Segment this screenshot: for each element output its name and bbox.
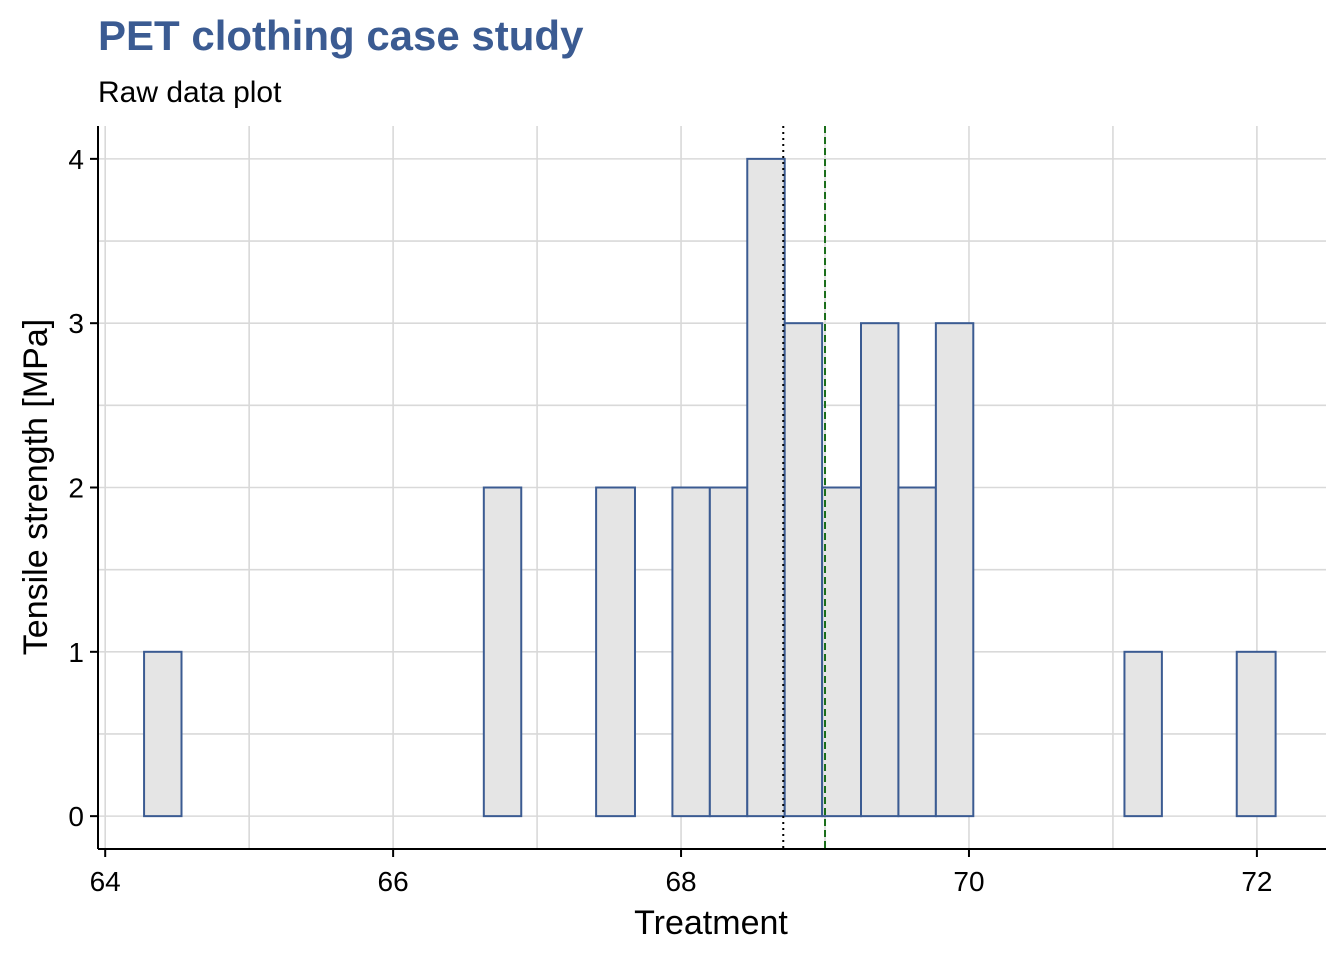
y-tick-label: 1 (68, 637, 84, 668)
histogram-bar-22 (934, 322, 975, 818)
histogram-bar-30 (1235, 650, 1277, 818)
histogram-bar-13 (595, 486, 636, 818)
histogram-bar-18 (783, 322, 824, 818)
histogram-bars (143, 157, 1277, 818)
x-axis-title: Treatment (634, 904, 788, 942)
y-tick-label: 0 (68, 801, 84, 832)
chart-title: PET clothing case study (98, 12, 584, 59)
histogram-bar-16 (708, 486, 749, 818)
x-tick-label: 68 (665, 866, 696, 897)
reference-lines (782, 126, 827, 849)
y-tick-label: 2 (68, 473, 84, 504)
y-tick-label: 3 (68, 308, 84, 339)
x-tick-label: 72 (1241, 866, 1272, 897)
chart-subtitle: Raw data plot (98, 76, 282, 109)
histogram-bar-27 (1123, 650, 1163, 818)
histogram-bar-21 (897, 486, 937, 818)
x-tick-label: 70 (953, 866, 984, 897)
histogram-bar-19 (821, 486, 863, 818)
histogram-bar-20 (860, 322, 900, 818)
histogram-bar-17 (746, 157, 786, 818)
y-axis-title: Tensile strength [MPa] (17, 319, 55, 655)
y-tick-label: 4 (68, 144, 84, 175)
histogram-bar-15 (671, 486, 711, 818)
x-tick-label: 66 (378, 866, 409, 897)
histogram-bar-10 (482, 486, 523, 818)
x-tick-label: 64 (90, 866, 121, 897)
axes: 0 1 2 3 4 64 66 68 70 72 (68, 126, 1326, 897)
histogram-bar-1 (143, 650, 183, 818)
